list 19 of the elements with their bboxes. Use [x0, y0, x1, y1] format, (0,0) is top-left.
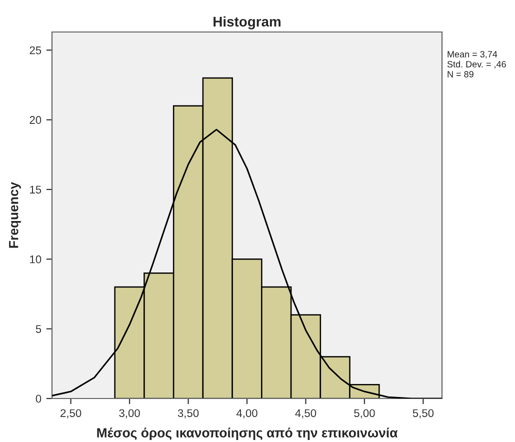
y-axis-title: Frequency [9, 182, 21, 248]
y-tick-label: 15 [30, 186, 42, 194]
x-tick-label: 4,50 [295, 409, 316, 418]
y-tick-label: 25 [30, 46, 42, 54]
y-tick-label: 10 [30, 255, 42, 264]
y-tick-label: 0 [36, 394, 42, 403]
x-tick-label: 3,50 [178, 409, 199, 418]
x-tick-label: 3,00 [119, 409, 140, 418]
x-tick-label: 5,50 [412, 409, 434, 418]
x-tick-label: 5,00 [354, 409, 375, 418]
text: Mean = 3,74 [448, 51, 498, 58]
x-tick-label: 4,00 [236, 409, 258, 418]
x-tick-label: 2,50 [60, 409, 82, 418]
y-tick-label: 20 [30, 116, 42, 124]
chart-title: Histogram [214, 16, 280, 30]
x-axis-title: Μέσος όρος ικανοποίησης από την επικοινωνία [97, 428, 398, 440]
y-tick-label: 5 [36, 325, 42, 333]
text: N = 89 [448, 71, 474, 78]
text: Std. Dev. = ,46 [447, 60, 506, 68]
